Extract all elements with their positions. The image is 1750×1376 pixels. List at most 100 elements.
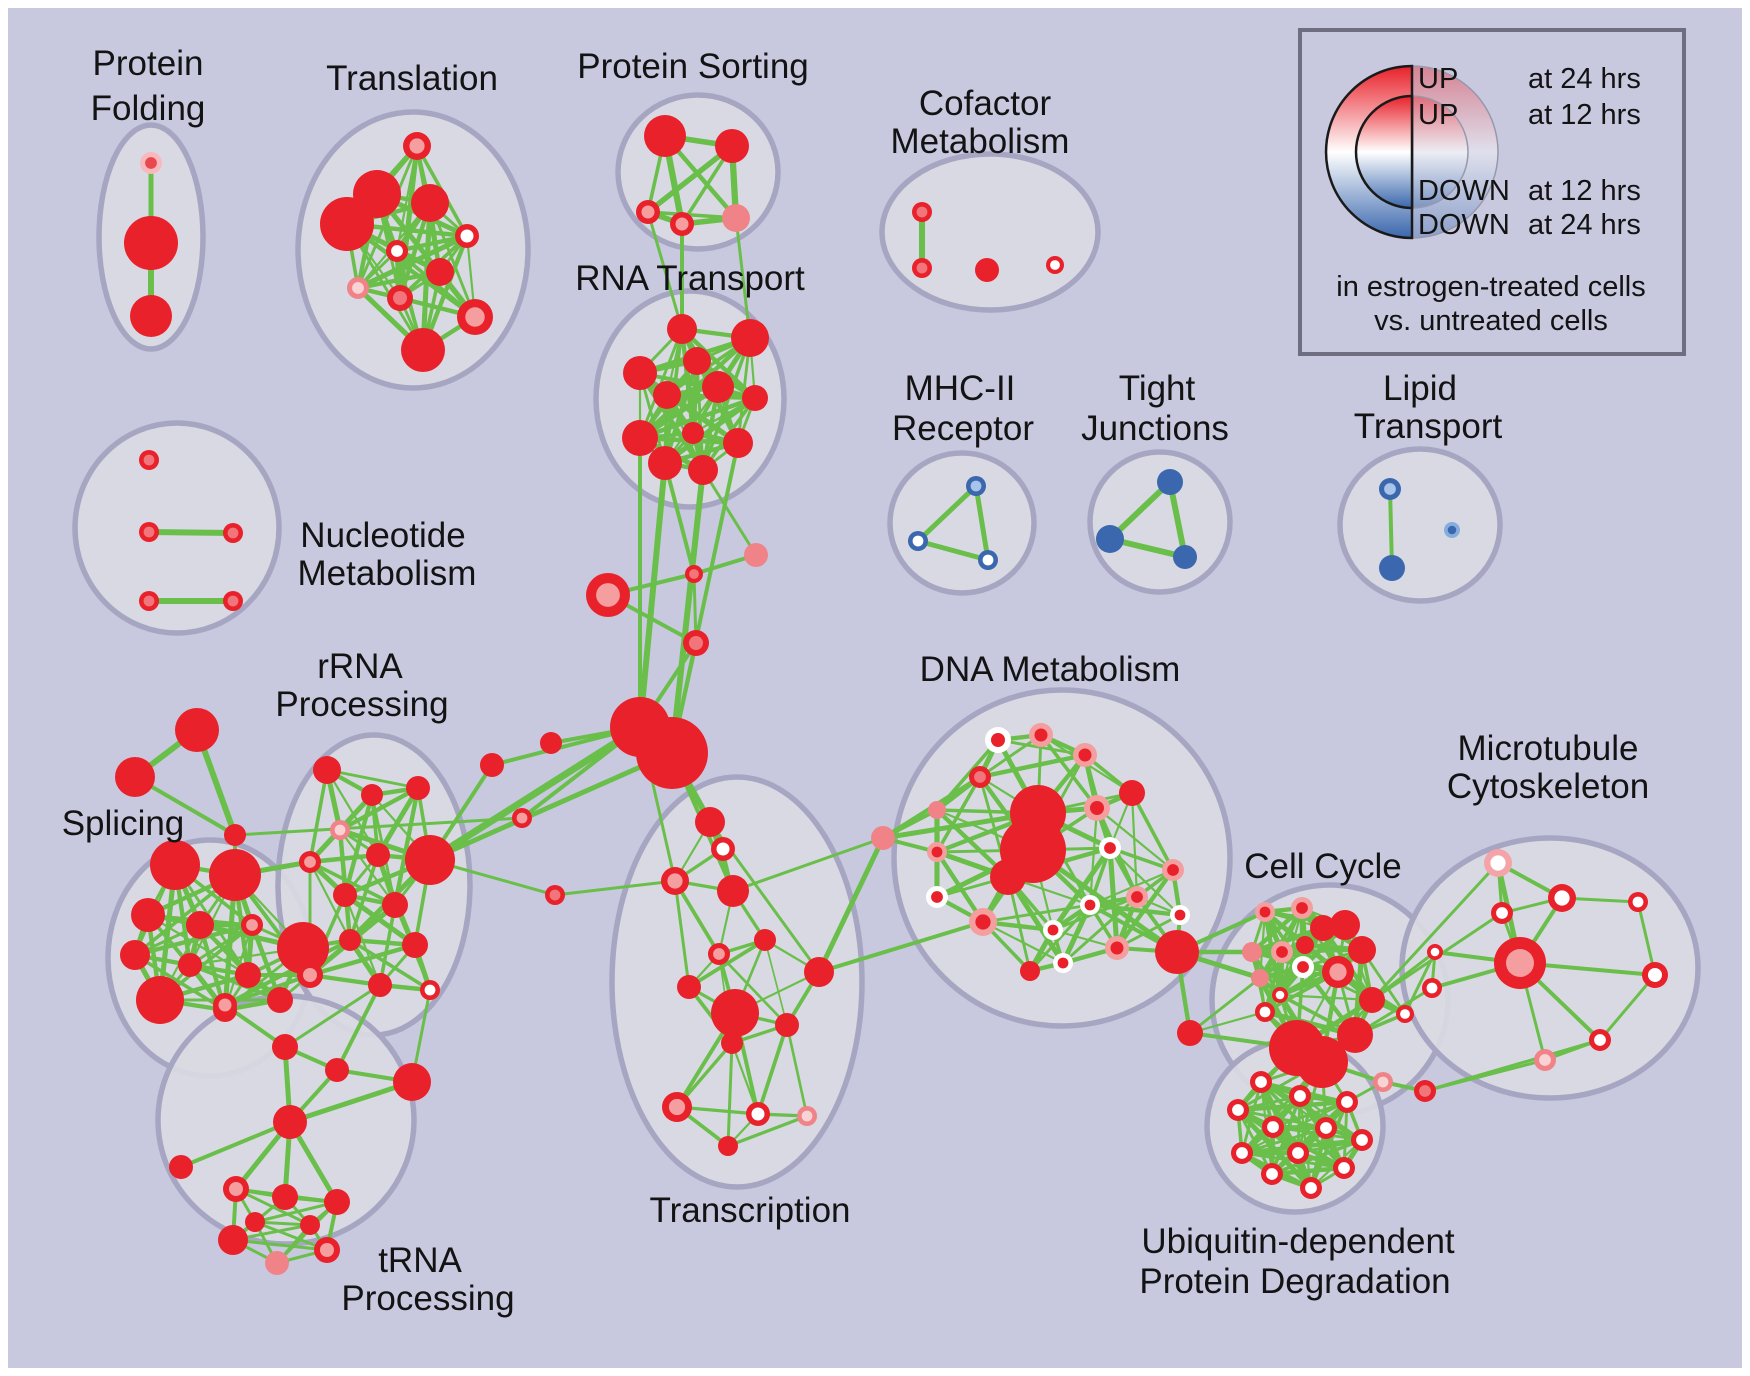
node-center-cc-1: [1296, 902, 1308, 914]
node-center-mh-0: [970, 480, 982, 492]
cluster-label-mh-1: Receptor: [892, 409, 1034, 448]
node-hb-4: [744, 543, 768, 567]
node-rt-7: [622, 420, 658, 456]
edge: [673, 879, 691, 989]
edge: [223, 973, 312, 1007]
edge: [981, 903, 1092, 924]
node-sp-0: [150, 840, 200, 890]
node-cf-2: [975, 258, 999, 282]
node-cc-18: [1155, 930, 1199, 974]
node-dm-10: [990, 859, 1026, 895]
node-center-rr-13: [424, 984, 436, 996]
node-center-lt-0: [1384, 483, 1396, 495]
cluster-label-nm-1: Metabolism: [298, 554, 477, 593]
node-center-tr-0: [409, 138, 425, 154]
node-rt-11: [682, 422, 704, 444]
node-center-tc-2: [667, 873, 683, 889]
legend-inner-circle-left-half: [1354, 94, 1414, 210]
edge: [915, 538, 991, 563]
node-cc-7: [1348, 936, 1376, 964]
node-center-ub-2: [1341, 1096, 1353, 1108]
cluster-label-lt-0: Lipid: [1383, 369, 1457, 408]
node-center-hb-2: [596, 583, 620, 607]
node-center-rr-11: [303, 968, 317, 982]
cluster-label-mt-0: Microtubule: [1458, 729, 1639, 768]
node-tc-3: [717, 875, 749, 907]
node-lt-1: [1379, 555, 1405, 581]
node-rt-10: [688, 455, 718, 485]
edge: [816, 835, 886, 975]
node-tc-8: [711, 989, 759, 1037]
node-center-mt-1: [1554, 890, 1570, 906]
node-cc-2: [1242, 942, 1262, 962]
node-sp-11: [277, 922, 329, 974]
node-sp-1: [209, 849, 261, 901]
node-center-mt-9: [1539, 1054, 1551, 1066]
legend-row-direction-2: DOWN: [1418, 175, 1510, 207]
node-tc-14: [718, 1136, 738, 1156]
cluster-label-ub-1: Protein Degradation: [1139, 1262, 1450, 1301]
node-center-dm-13: [975, 914, 991, 930]
node-center-mt-2: [1496, 907, 1508, 919]
node-hb-10: [115, 757, 155, 797]
node-tc-10: [721, 1032, 743, 1054]
node-rt-8: [723, 428, 753, 458]
node-center-dm-3: [974, 771, 986, 783]
node-hb-6: [540, 732, 562, 754]
cluster-label-rr-0: rRNA: [317, 647, 403, 686]
cluster-ellipse-nm: [72, 420, 282, 636]
edge: [1269, 1165, 1347, 1177]
node-dm-6: [1119, 780, 1145, 806]
node-hb-1: [636, 717, 708, 789]
edge: [756, 1023, 789, 1116]
edge: [1130, 791, 1175, 872]
node-center-ub-7: [1236, 1147, 1248, 1159]
edge: [673, 879, 721, 956]
cluster-ellipse-tj: [1087, 449, 1233, 595]
node-tc-9: [775, 1013, 799, 1037]
node-center-cc-12: [1259, 1006, 1271, 1018]
edge: [132, 922, 255, 958]
node-rt-0: [667, 314, 697, 344]
cluster-label-cf-0: Cofactor: [919, 84, 1052, 123]
node-hb-8: [871, 826, 895, 850]
edge: [1050, 845, 1113, 933]
node-rt-6: [742, 385, 768, 411]
node-center-cc-19: [1400, 1009, 1410, 1019]
node-hb-12: [480, 753, 504, 777]
node-center-cc-9: [1297, 961, 1309, 973]
node-center-tc-5: [713, 948, 725, 960]
node-rt-9: [648, 446, 682, 480]
node-center-ub-4: [1267, 1121, 1279, 1133]
cluster-label-rt-0: RNA Transport: [575, 259, 805, 298]
node-center-nm-1: [143, 526, 155, 538]
node-center-cc-8: [1329, 963, 1347, 981]
node-center-hb-14: [1377, 1076, 1389, 1088]
node-center-tc-12: [751, 1107, 765, 1121]
node-center-ub-1: [1294, 1090, 1306, 1102]
node-center-ps-3: [675, 217, 689, 231]
node-center-dm-19: [1110, 941, 1124, 955]
node-center-cf-0: [916, 206, 928, 218]
edge: [1249, 905, 1305, 955]
node-tn-3: [393, 1063, 431, 1101]
node-tn-7: [272, 1184, 298, 1210]
edge: [1388, 487, 1394, 570]
edge: [731, 836, 885, 893]
edge: [308, 860, 352, 942]
edge: [188, 963, 282, 1002]
node-center-dm-14: [1047, 924, 1059, 936]
edge: [726, 1041, 734, 1148]
node-sp-10: [267, 987, 293, 1013]
node-dm-17: [1020, 961, 1040, 981]
edge: [335, 983, 382, 1072]
edge: [1370, 861, 1500, 1002]
node-center-dm-1: [1034, 728, 1048, 742]
node-tn-2: [325, 1058, 349, 1082]
edge: [283, 983, 382, 1049]
node-center-dm-11: [1104, 842, 1116, 854]
edge: [223, 938, 352, 1007]
node-tn-8: [324, 1189, 350, 1215]
node-center-mt-6: [1632, 896, 1644, 908]
